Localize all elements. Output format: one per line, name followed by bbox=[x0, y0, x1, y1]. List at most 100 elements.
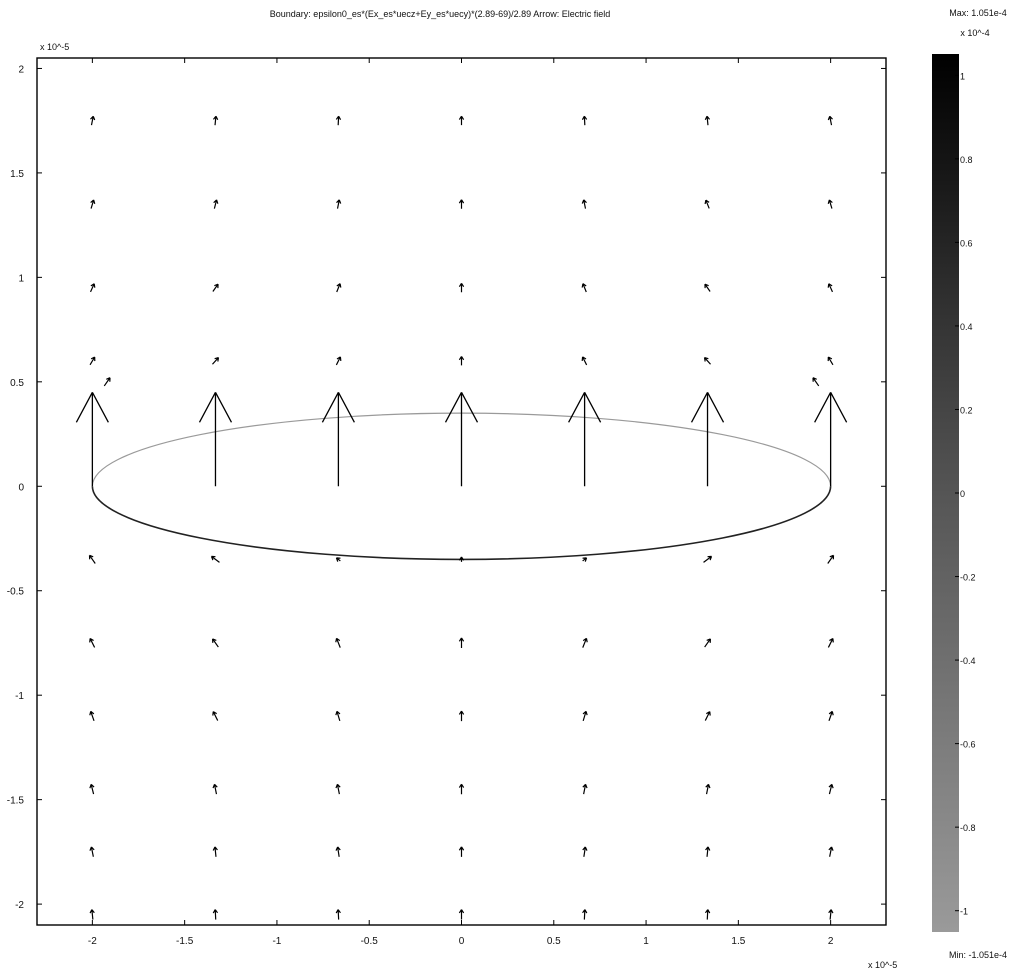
field-arrow bbox=[88, 554, 96, 564]
field-arrow bbox=[827, 115, 833, 126]
y-tick-label: -1.5 bbox=[7, 796, 25, 807]
field-arrow bbox=[212, 711, 219, 721]
ellipse-lower-edge bbox=[91, 486, 832, 561]
boundary-arrow bbox=[690, 391, 725, 487]
y-tick-label: 1.5 bbox=[10, 169, 24, 180]
colorbar-tick-label: 0.4 bbox=[960, 322, 973, 332]
field-arrow bbox=[704, 711, 711, 721]
field-arrow bbox=[827, 356, 834, 366]
x-tick-label: 1 bbox=[643, 936, 649, 947]
y-tick-label: -1 bbox=[15, 691, 24, 702]
field-arrow bbox=[335, 846, 341, 857]
field-arrow bbox=[582, 710, 588, 722]
boundary-arrow bbox=[321, 391, 355, 487]
field-arrow bbox=[336, 283, 342, 293]
x-tick-label: 1.5 bbox=[731, 936, 745, 947]
x-tick-label: -0.5 bbox=[361, 936, 379, 947]
field-arrow bbox=[212, 115, 219, 126]
field-arrow bbox=[828, 909, 834, 920]
field-arrow bbox=[582, 846, 588, 857]
field-arrow bbox=[703, 357, 711, 365]
field-arrow bbox=[705, 846, 711, 857]
field-arrow bbox=[89, 909, 95, 920]
field-arrow bbox=[103, 377, 111, 387]
y-tick-label: 2 bbox=[18, 64, 24, 75]
field-arrow bbox=[705, 783, 711, 795]
field-arrow bbox=[335, 115, 342, 126]
colorbar-max-label: Max: 1.051e-4 bbox=[949, 8, 1007, 18]
field-arrow bbox=[581, 283, 587, 293]
field-arrow bbox=[212, 846, 218, 857]
field-arrow bbox=[812, 377, 820, 387]
field-arrow bbox=[335, 356, 342, 366]
boundary-arrow bbox=[814, 391, 848, 487]
boundary-arrow bbox=[444, 391, 479, 487]
x-tick-label: 0.5 bbox=[547, 936, 561, 947]
field-arrow bbox=[703, 555, 713, 563]
colorbar-tick-label: 0.2 bbox=[960, 405, 973, 415]
field-arrow bbox=[827, 283, 834, 293]
boundary-arrow bbox=[568, 391, 602, 487]
colorbar-tick-label: 0 bbox=[960, 489, 965, 499]
field-arrow bbox=[582, 783, 588, 795]
field-arrow bbox=[704, 638, 711, 648]
field-arrow bbox=[704, 283, 711, 292]
x-tick-label: -1 bbox=[272, 936, 281, 947]
x-tick-label: -2 bbox=[88, 936, 97, 947]
field-arrow bbox=[89, 283, 96, 293]
colorbar-tick-label: 0.8 bbox=[960, 155, 973, 165]
y-axis-exponent: x 10^-5 bbox=[40, 42, 69, 52]
field-arrow bbox=[828, 846, 834, 857]
field-arrow bbox=[212, 783, 218, 795]
field-arrow bbox=[582, 637, 588, 648]
colorbar-gradient bbox=[932, 54, 959, 932]
field-arrow bbox=[458, 282, 465, 293]
arrow-field bbox=[75, 115, 848, 920]
field-arrow bbox=[458, 115, 465, 126]
boundary-arrow bbox=[198, 391, 233, 487]
y-tick-label: 0 bbox=[18, 482, 24, 493]
x-tick-label: -1.5 bbox=[176, 936, 194, 947]
field-arrow bbox=[458, 783, 465, 795]
y-tick-label: -2 bbox=[15, 900, 24, 911]
x-tick-label: 0 bbox=[459, 936, 465, 947]
field-arrow bbox=[704, 199, 710, 209]
y-tick-label: -0.5 bbox=[7, 587, 25, 598]
field-arrow bbox=[213, 199, 219, 209]
field-arrow bbox=[458, 637, 465, 648]
field-arrow bbox=[827, 637, 834, 648]
field-arrow bbox=[704, 909, 711, 920]
field-arrow bbox=[458, 556, 465, 562]
field-arrow bbox=[210, 555, 220, 563]
boundary-arrow bbox=[75, 391, 109, 487]
plot-frame bbox=[36, 57, 887, 926]
field-arrow bbox=[335, 710, 341, 722]
y-axis-ticks: 2 1.5 1 0.5 0 -0.5 -1 -1.5 -2 bbox=[7, 64, 886, 911]
field-arrow bbox=[581, 115, 588, 126]
field-arrow bbox=[582, 557, 588, 562]
y-tick-label: 1 bbox=[18, 273, 24, 284]
colorbar: Max: 1.051e-4 x 10^-4 Min: -1.051e-4 1 0.… bbox=[932, 8, 1007, 960]
field-arrow bbox=[704, 115, 711, 126]
chart-title: Boundary: epsilon0_es*(Ex_es*uecz+Ey_es*… bbox=[270, 9, 610, 19]
field-arrow bbox=[458, 846, 465, 857]
field-arrow bbox=[89, 710, 95, 722]
field-arrow bbox=[212, 283, 219, 292]
x-tick-label: 2 bbox=[828, 936, 834, 947]
field-arrow bbox=[827, 554, 835, 564]
colorbar-ticks: 1 0.8 0.6 0.4 0.2 0 -0.2 -0.4 -0.6 -0.8 -1 bbox=[955, 71, 976, 917]
colorbar-tick-label: -0.8 bbox=[960, 823, 976, 833]
colorbar-tick-label: 1 bbox=[960, 71, 965, 81]
field-arrow bbox=[828, 783, 834, 795]
y-tick-label: 0.5 bbox=[10, 378, 24, 389]
colorbar-tick-label: -0.6 bbox=[960, 740, 976, 750]
field-arrow bbox=[89, 783, 95, 795]
colorbar-tick-label: -0.4 bbox=[960, 656, 976, 666]
field-arrow bbox=[582, 909, 588, 920]
field-arrow bbox=[335, 557, 341, 562]
field-arrow bbox=[458, 199, 465, 209]
field-arrow bbox=[828, 710, 834, 722]
field-arrow bbox=[581, 199, 587, 209]
field-arrow bbox=[335, 783, 341, 795]
